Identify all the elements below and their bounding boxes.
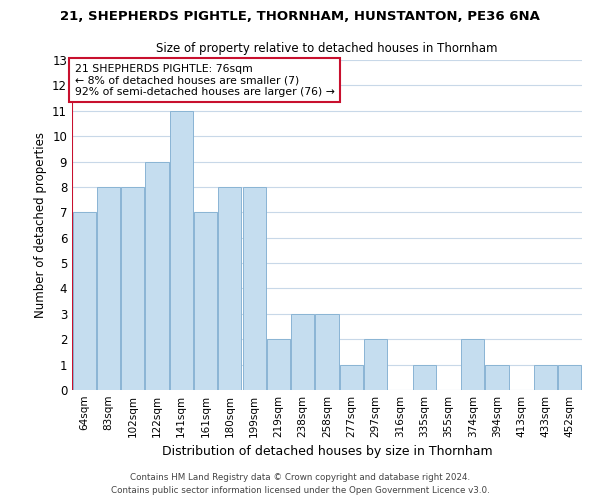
Bar [559,364,581,390]
Text: Contains HM Land Registry data © Crown copyright and database right 2024.
Contai: Contains HM Land Registry data © Crown c… [110,473,490,495]
Text: 21, SHEPHERDS PIGHTLE, THORNHAM, HUNSTANTON, PE36 6NA: 21, SHEPHERDS PIGHTLE, THORNHAM, HUNSTAN… [60,10,540,23]
Bar [461,339,484,390]
Bar [291,314,314,390]
Y-axis label: Number of detached properties: Number of detached properties [34,132,47,318]
Bar [485,364,509,390]
Bar [413,364,436,390]
Text: 21 SHEPHERDS PIGHTLE: 76sqm
← 8% of detached houses are smaller (7)
92% of semi-: 21 SHEPHERDS PIGHTLE: 76sqm ← 8% of deta… [75,64,335,97]
Title: Size of property relative to detached houses in Thornham: Size of property relative to detached ho… [156,42,498,54]
X-axis label: Distribution of detached houses by size in Thornham: Distribution of detached houses by size … [161,446,493,458]
Bar [194,212,217,390]
Bar [145,162,169,390]
Bar [218,187,241,390]
Bar [316,314,338,390]
Bar [267,339,290,390]
Bar [242,187,266,390]
Bar [170,111,193,390]
Bar [340,364,363,390]
Bar [73,212,95,390]
Bar [121,187,144,390]
Bar [97,187,120,390]
Bar [364,339,387,390]
Bar [534,364,557,390]
